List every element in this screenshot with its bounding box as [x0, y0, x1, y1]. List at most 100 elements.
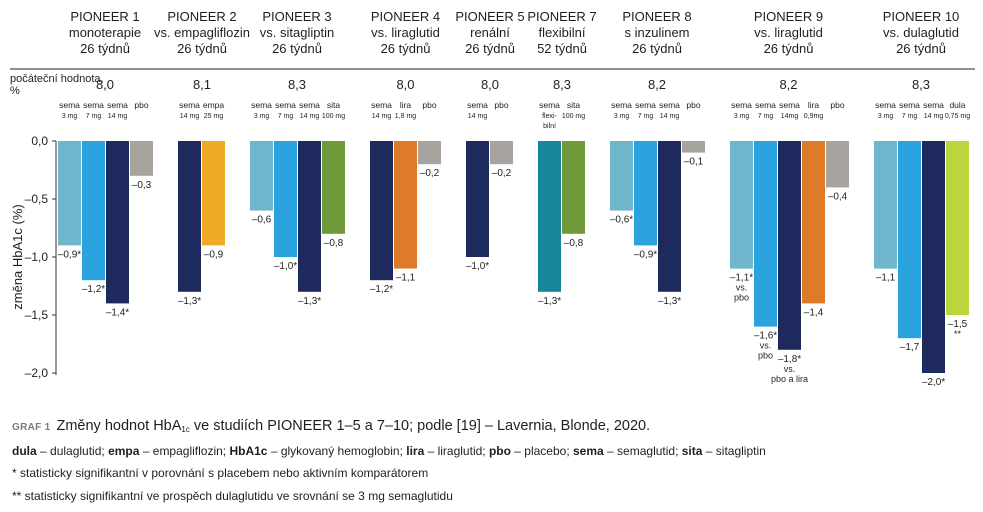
legend-key-3: lira [406, 444, 425, 458]
study-title: vs. sitagliptin [260, 25, 334, 40]
bar-value-label: –1,1 [396, 273, 416, 284]
bar-group-name: 7 mg [638, 113, 654, 120]
bar [490, 141, 513, 165]
bar-group-name: 0,9mg [804, 113, 824, 120]
bar-group-name: sema [779, 100, 800, 110]
legend-key-2: HbA1c [229, 444, 268, 458]
bar-group-name: 3 mg [62, 113, 78, 120]
bar-group-name: sema [899, 100, 920, 110]
footnote-single-star: * statisticky signifikantní v porovnání … [12, 466, 429, 480]
study-title: renální [470, 25, 510, 40]
bar-group-name: flexi- [542, 113, 557, 120]
bar [82, 141, 105, 281]
bar-group-name: lira [808, 100, 820, 110]
bar-value-label: –0,1 [684, 157, 704, 168]
bar [370, 141, 393, 281]
study-baseline-value: 8,3 [912, 77, 930, 92]
study-title: PIONEER 9 [754, 9, 823, 24]
study-baseline-value: 8,1 [193, 77, 211, 92]
bar-group-name: pbo [134, 100, 148, 110]
bar-group-name: 100 mg [322, 113, 345, 120]
bar [946, 141, 969, 315]
study-title: vs. empagliflozin [154, 25, 250, 40]
bar-value-label: ** [954, 329, 962, 339]
study-title: PIONEER 1 [70, 9, 139, 24]
abbreviation-legend: dula – dulaglutid; empa – empagliflozin;… [12, 444, 766, 458]
bar-group-name: 14 mg [924, 113, 944, 120]
bar-group-name: sema [59, 100, 80, 110]
bar-value-label: –1,6* [754, 331, 777, 342]
legend-desc-5: – semaglutid; [603, 444, 682, 458]
bar-group-name: pbo [830, 100, 844, 110]
study-baseline-value: 8,0 [481, 77, 499, 92]
bar [682, 141, 705, 153]
bar-group-name: sema [107, 100, 128, 110]
legend-key-5: sema [573, 444, 604, 458]
bar [538, 141, 561, 292]
study-title: s inzulinem [624, 25, 689, 40]
bar-value-label: –0,2 [492, 168, 512, 179]
bar-group-name: sema [923, 100, 944, 110]
bar [874, 141, 897, 269]
bar-group-name: pbo [494, 100, 508, 110]
bar-group-name: pbo [422, 100, 436, 110]
bar [730, 141, 753, 269]
bar-value-label: –1,5 [948, 319, 968, 330]
bar-value-label: –2,0* [922, 377, 945, 388]
bar-group-name: 0,75 mg [945, 113, 970, 120]
study-title: 52 týdnů [537, 41, 587, 56]
study-baseline-value: 8,3 [553, 77, 571, 92]
bar-group-name: bilní [543, 123, 556, 130]
legend-key-6: sita [681, 444, 703, 458]
bar-value-label: –1,8* [778, 354, 801, 365]
y-tick-label: 0,0 [31, 134, 48, 148]
bar-group-name: 7 mg [758, 113, 774, 120]
bar-group-name: sema [251, 100, 272, 110]
bar [178, 141, 201, 292]
bar-value-label: –0,4 [828, 191, 848, 202]
caption-text-after: ve studiích PIONEER 1–5 a 7–10; podle [1… [189, 418, 651, 434]
study-title: 26 týdnů [465, 41, 515, 56]
bar-group-name: sema [467, 100, 488, 110]
study-baseline-value: 8,3 [288, 77, 306, 92]
bar-value-label: pbo [758, 351, 773, 361]
bar-value-label: vs. [736, 283, 748, 293]
study-title: PIONEER 4 [371, 9, 440, 24]
bar-value-label: –0,9* [634, 249, 657, 260]
bar-value-label: pbo [734, 293, 749, 303]
study-title: monoterapie [69, 25, 141, 40]
bar [202, 141, 225, 246]
bar [658, 141, 681, 292]
bar-group-name: 3 mg [614, 113, 630, 120]
bar-group-name: 7 mg [278, 113, 294, 120]
legend-desc-4: – placebo; [510, 444, 573, 458]
study-title: vs. liraglutid [371, 25, 440, 40]
bar-group-name: sema [755, 100, 776, 110]
bar [418, 141, 441, 165]
bar-group-name: 7 mg [902, 113, 918, 120]
bar-value-label: –0,9 [204, 249, 224, 260]
bar-value-label: –1,4 [804, 307, 824, 318]
study-title: 26 týdnů [272, 41, 322, 56]
bar-group-name: sema [299, 100, 320, 110]
bar-value-label: vs. [784, 364, 796, 374]
legend-key-0: dula [12, 444, 37, 458]
legend-desc-1: – empagliflozin; [139, 444, 230, 458]
legend-desc-6: – sitagliptin [702, 444, 766, 458]
y-tick-label: –0,5 [25, 192, 49, 206]
bar [274, 141, 297, 257]
bar-group-name: 1,8 mg [395, 113, 417, 120]
figure-caption: GRAF 1 Změny hodnot HbA1c ve studiích PIO… [12, 418, 650, 434]
bar-value-label: –0,3 [132, 180, 152, 191]
bar [250, 141, 273, 211]
study-title: PIONEER 10 [883, 9, 960, 24]
bar [610, 141, 633, 211]
bar-value-label: –0,2 [420, 168, 440, 179]
bar-value-label: –0,8 [564, 238, 584, 249]
bar-value-label: –1,7 [900, 342, 920, 353]
study-title: 26 týdnů [896, 41, 946, 56]
study-title: vs. dulaglutid [883, 25, 959, 40]
y-tick-label: –1,5 [25, 308, 49, 322]
legend-desc-2: – glykovaný hemoglobin; [267, 444, 407, 458]
bar-group-name: sema [635, 100, 656, 110]
